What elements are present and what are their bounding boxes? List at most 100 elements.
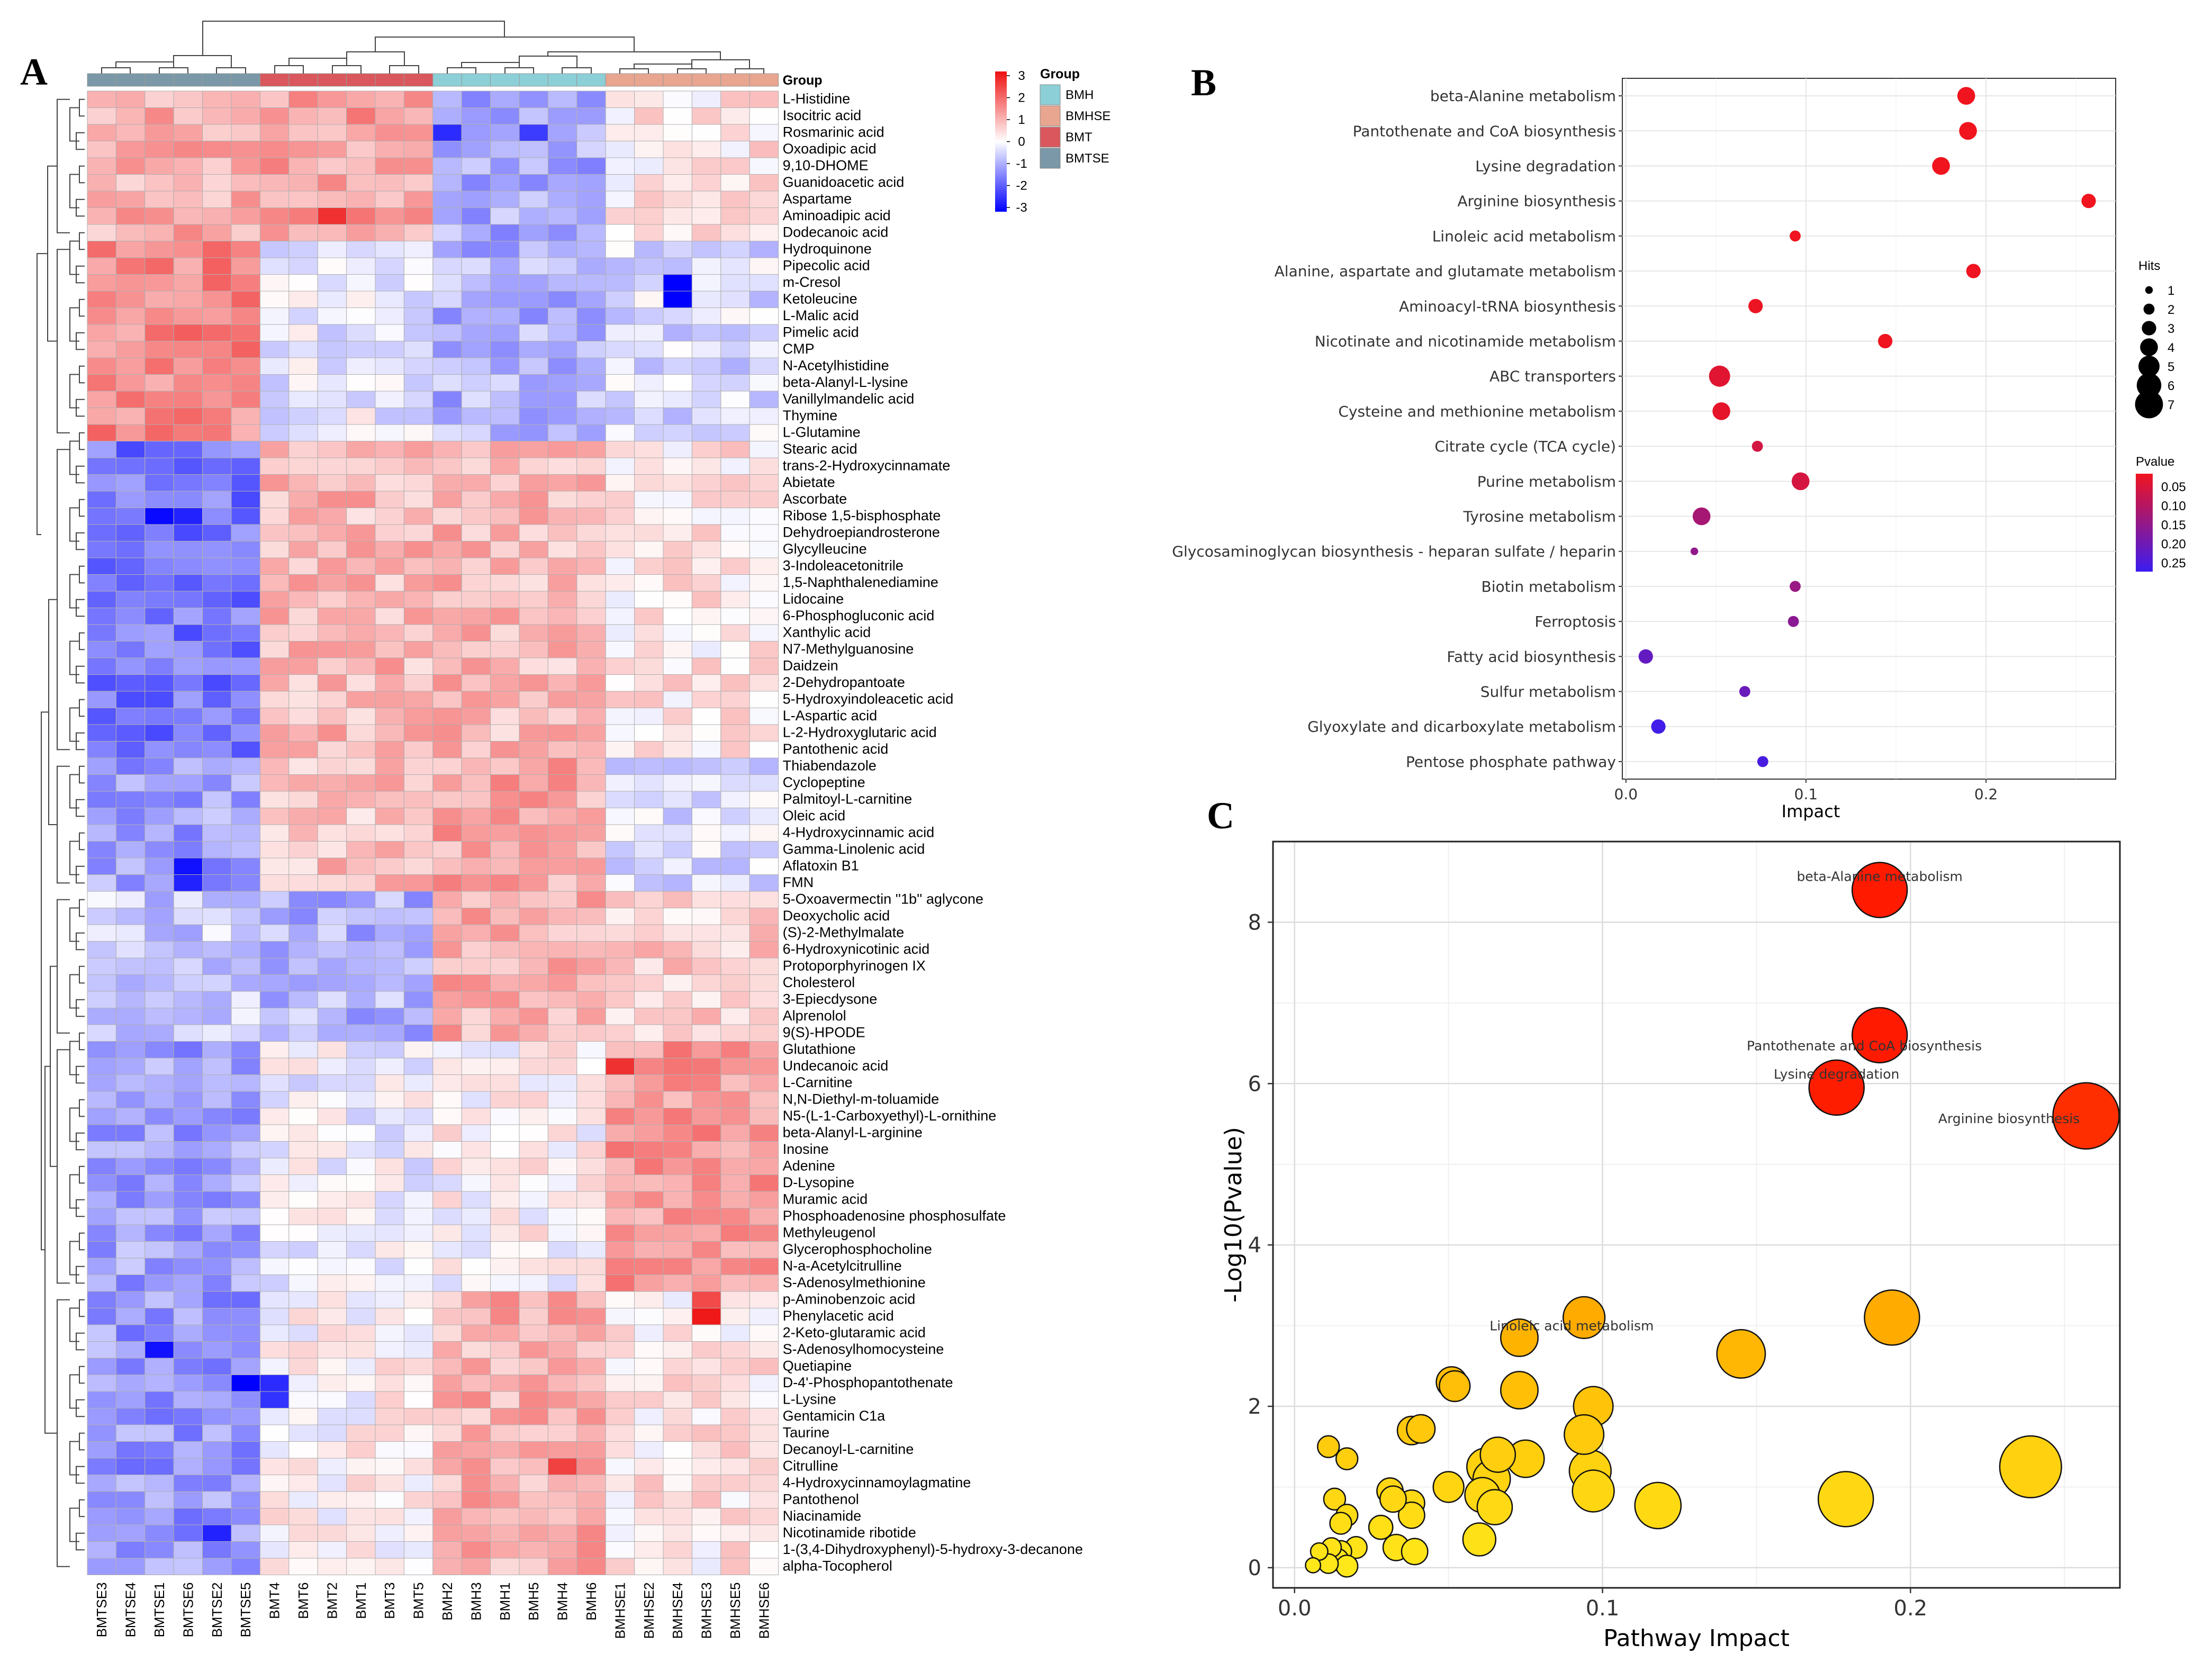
heatmap-cell (202, 357, 232, 375)
heatmap-cell (115, 891, 146, 908)
heatmap-cell (720, 1324, 750, 1342)
heatmap-cell (663, 857, 692, 875)
heatmap-cell (461, 91, 491, 108)
heatmap-cell (432, 241, 462, 258)
heatmap-cell (461, 741, 491, 758)
heatmap-cell (403, 1258, 434, 1275)
heatmap-cell (145, 1241, 174, 1259)
heatmap-cell (576, 341, 606, 358)
heatmap-cell (605, 508, 635, 525)
heatmap-cell (519, 1224, 548, 1242)
heatmap-cell (288, 1091, 318, 1108)
heatmap-cell (288, 457, 318, 475)
heatmap-cell (605, 941, 635, 959)
heatmap-row-label: Isocitric acid (783, 107, 862, 123)
heatmap-cell (375, 174, 404, 192)
heatmap-cell (403, 257, 434, 275)
heatmap-cell (634, 1158, 664, 1175)
heatmap-cell (519, 591, 548, 608)
heatmap-cell (691, 1558, 721, 1575)
heatmap-cell (173, 1524, 203, 1542)
heatmap-row-label: Adenine (783, 1158, 835, 1174)
heatmap-cell (461, 1241, 491, 1259)
heatmap-cell (346, 1241, 376, 1259)
heatmap-cell (202, 174, 232, 192)
heatmap-cell (461, 641, 491, 658)
heatmap-cell (145, 1324, 174, 1342)
heatmap-cell (634, 557, 664, 575)
heatmap-cell (547, 508, 577, 525)
heatmap-cell (145, 874, 174, 892)
heatmap-cell (202, 891, 232, 908)
heatmap-cell (375, 441, 404, 458)
dotplot-panel-frame (1622, 78, 2116, 780)
heatmap-cell (173, 224, 203, 241)
heatmap-cell (749, 824, 779, 842)
heatmap-column-label: BMTSE5 (238, 1583, 254, 1638)
heatmap-cell (288, 841, 318, 858)
heatmap-cell (87, 657, 116, 675)
heatmap-cell (691, 1375, 721, 1392)
heatmap-cell (576, 691, 606, 708)
heatmap-cell (346, 957, 376, 975)
column-dendrogram-branch (115, 61, 174, 68)
hits-legend-label: 7 (2168, 398, 2174, 412)
heatmap-cell (231, 824, 260, 842)
heatmap-cell (173, 1375, 203, 1392)
heatmap-cell (720, 207, 750, 225)
heatmap-cell (87, 508, 116, 525)
row-dendrogram-branch (79, 965, 85, 984)
heatmap-cell (317, 357, 347, 375)
heatmap-cell (375, 591, 404, 608)
heatmap-cell (547, 91, 577, 108)
heatmap-row-label: Pantothenic acid (783, 741, 889, 757)
heatmap-cell (547, 1141, 577, 1159)
heatmap-cell (317, 741, 347, 758)
heatmap-cell (634, 1208, 664, 1225)
heatmap-cell (576, 741, 606, 758)
heatmap-cell (87, 107, 116, 125)
heatmap-cell (346, 107, 376, 125)
heatmap-cell (691, 474, 721, 492)
heatmap-cell (231, 1291, 260, 1308)
heatmap-cell (634, 1308, 664, 1325)
heatmap-cell (519, 974, 548, 992)
heatmap-cell (173, 824, 203, 842)
heatmap-cell (173, 924, 203, 942)
heatmap-cell (432, 641, 462, 658)
heatmap-cell (87, 1258, 116, 1275)
heatmap-row-label: Rosmarinic acid (783, 124, 884, 140)
heatmap-cell (720, 491, 750, 508)
heatmap-cell (691, 1275, 721, 1292)
group-bar-cell (346, 73, 376, 87)
heatmap-cell (317, 191, 347, 208)
heatmap-cell (202, 674, 232, 692)
heatmap-cell (87, 408, 116, 425)
heatmap-cell (317, 1074, 347, 1092)
heatmap-cell (173, 1041, 203, 1059)
heatmap-cell (605, 624, 635, 641)
group-bar-cell (461, 73, 491, 87)
heatmap-cell (145, 1458, 174, 1475)
heatmap-cell (259, 657, 290, 675)
heatmap-cell (145, 541, 174, 558)
row-dendrogram-branch (57, 765, 70, 884)
heatmap-cell (375, 141, 404, 158)
heatmap-cell (749, 508, 779, 525)
heatmap-cell (432, 424, 462, 441)
heatmap-cell (432, 341, 462, 358)
row-dendrogram-branch (41, 711, 49, 1251)
heatmap-cell (634, 524, 664, 541)
heatmap-cell (173, 374, 203, 392)
heatmap-cell (519, 1375, 548, 1392)
heatmap-cell (231, 774, 260, 792)
heatmap-cell (231, 1141, 260, 1159)
heatmap-cell (432, 1124, 462, 1142)
heatmap-cell (576, 291, 606, 308)
heatmap-cell (259, 308, 290, 325)
heatmap-cell (288, 357, 318, 375)
heatmap-cell (202, 91, 232, 108)
heatmap-cell (634, 991, 664, 1008)
heatmap-cell (749, 591, 779, 608)
heatmap-cell (547, 1124, 577, 1142)
